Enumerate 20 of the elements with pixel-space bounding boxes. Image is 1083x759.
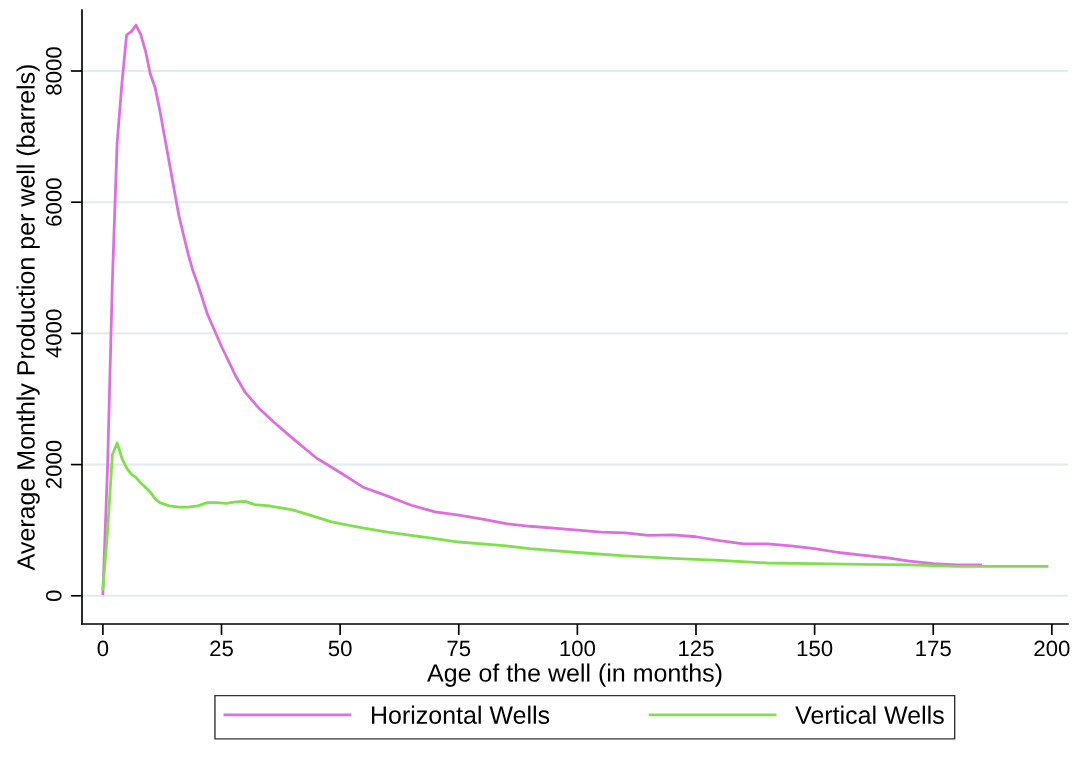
y-tick-label: 0 [45,590,62,602]
x-tick-label: 0 [97,640,109,657]
x-tick-label: 125 [679,640,714,657]
x-tick-label: 100 [560,640,596,657]
y-tick-label: 4000 [45,309,62,358]
x-tick-label: 25 [210,640,233,657]
x-tick-label: 50 [328,640,352,657]
legend-label: Vertical Wells [795,705,944,724]
x-tick-label: 75 [447,640,471,657]
x-tick-label: 150 [797,640,833,657]
line-series [101,441,1049,591]
y-tick-label: 2000 [45,440,62,489]
legend-label: Horizontal Wells [371,705,550,724]
line-series [101,23,983,596]
y-tick-label: 6000 [45,178,62,226]
y-axis-title: Average Monthly Production per well (barrels) [16,65,40,571]
y-tick-label: 8000 [45,47,62,95]
x-axis-title: Age of the well (in months) [427,663,722,687]
x-tick-label: 175 [916,640,951,657]
x-tick-label: 200 [1034,640,1070,657]
